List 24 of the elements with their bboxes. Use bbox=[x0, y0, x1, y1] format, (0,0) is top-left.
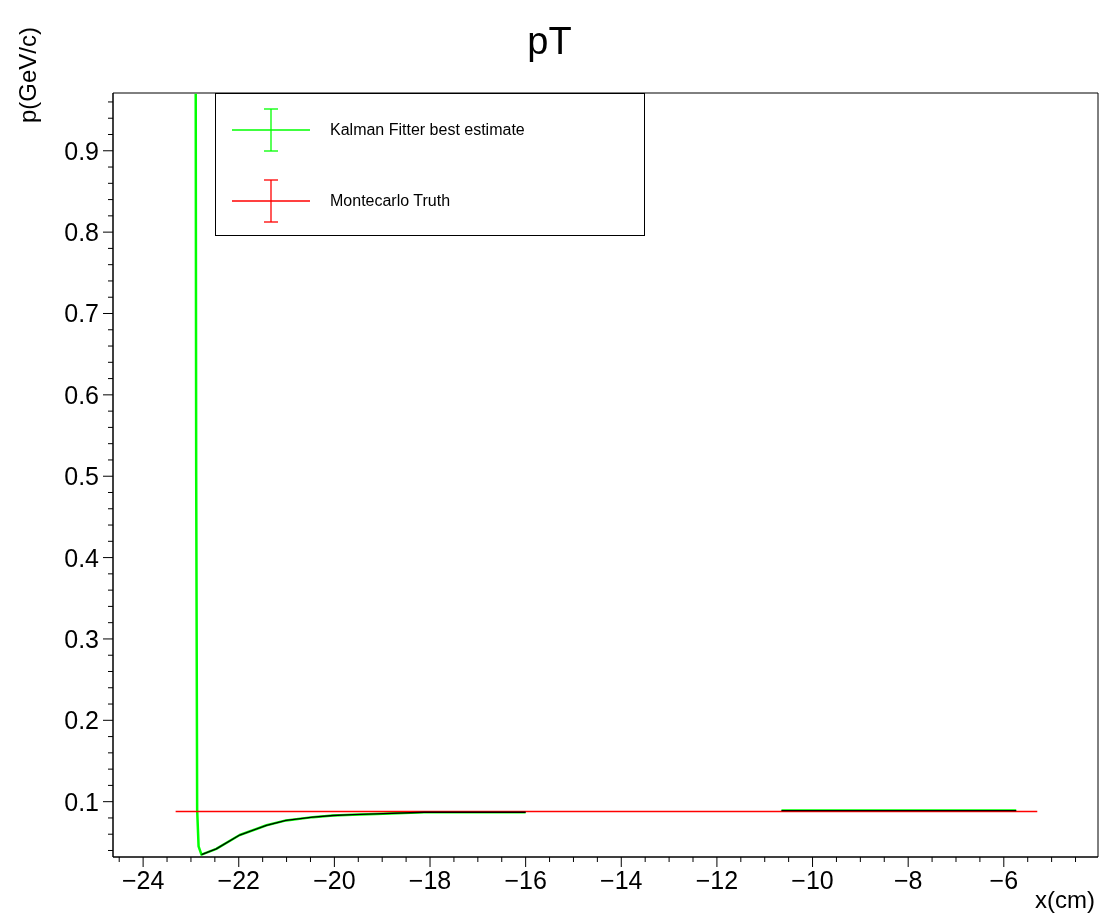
x-tick-label: −14 bbox=[600, 866, 643, 894]
y-tick-label: 0.3 bbox=[64, 624, 99, 653]
x-tick-label: −18 bbox=[408, 866, 452, 894]
y-tick-label: 0.5 bbox=[64, 462, 99, 491]
y-tick-label: 0.9 bbox=[64, 136, 99, 165]
y-tick-label: 0.7 bbox=[64, 299, 99, 328]
x-tick-label: −12 bbox=[695, 866, 739, 894]
y-tick-label: 0.4 bbox=[64, 543, 100, 572]
y-tick-label: 0.8 bbox=[64, 218, 99, 247]
x-tick-label: −24 bbox=[121, 866, 165, 894]
x-tick-label: −22 bbox=[217, 866, 260, 894]
chart-title: pT bbox=[527, 20, 572, 62]
x-axis-title: x(cm) bbox=[1035, 886, 1095, 914]
x-tick-label: −10 bbox=[791, 866, 834, 894]
y-axis-title: p(GeV/c) bbox=[14, 26, 42, 123]
y-tick-label: 0.6 bbox=[64, 380, 99, 409]
legend-label: Montecarlo Truth bbox=[330, 191, 451, 210]
x-tick-label: −16 bbox=[504, 866, 547, 894]
x-tick-label: −20 bbox=[313, 866, 356, 894]
y-tick-label: 0.1 bbox=[64, 787, 99, 816]
legend-label: Kalman Fitter best estimate bbox=[330, 120, 525, 139]
y-tick-label: 0.2 bbox=[64, 706, 99, 735]
x-tick-label: −8 bbox=[893, 866, 923, 894]
x-tick-label: −6 bbox=[989, 866, 1019, 894]
